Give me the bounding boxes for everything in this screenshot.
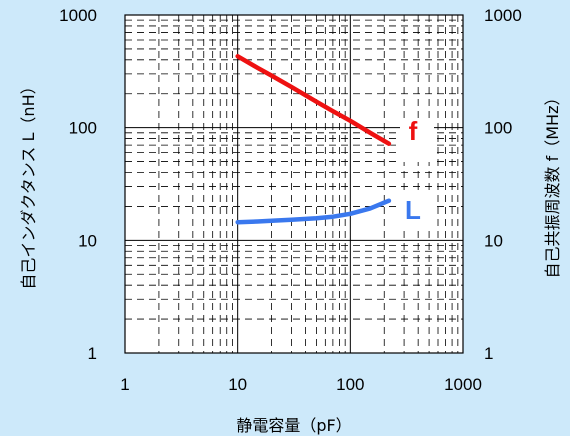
y-tick-label-left: 100 bbox=[69, 119, 97, 138]
x-tick-label: 1 bbox=[120, 375, 129, 394]
y-tick-label-right: 100 bbox=[484, 119, 512, 138]
series-line-L bbox=[235, 198, 392, 225]
y-axis-title-left: 自己インダクタンス L（nH） bbox=[19, 78, 38, 289]
series-lines: fL bbox=[235, 54, 434, 227]
series-label-f: f bbox=[409, 116, 418, 146]
y-tick-label-left: 1 bbox=[88, 344, 97, 363]
x-axis-title: 静電容量（pF） bbox=[236, 416, 351, 435]
y-tick-label-right: 10 bbox=[484, 231, 503, 250]
y-tick-label-right: 1 bbox=[484, 344, 493, 363]
y-tick-label-left: 1000 bbox=[59, 6, 97, 25]
y-axis-title-right: 自己共振周波数 f（MHz） bbox=[543, 90, 562, 279]
plot-frame bbox=[124, 14, 464, 354]
y-tick-label-left: 10 bbox=[78, 231, 97, 250]
series-line-f bbox=[235, 54, 392, 146]
y-tick-label-right: 1000 bbox=[484, 6, 522, 25]
x-tick-label: 1000 bbox=[444, 375, 482, 394]
series-label-bg-L bbox=[400, 193, 434, 227]
x-tick-label: 10 bbox=[228, 375, 247, 394]
x-tick-label: 100 bbox=[336, 375, 364, 394]
series-label-L: L bbox=[405, 195, 421, 225]
plot-background bbox=[125, 15, 463, 353]
series-label-bg-f bbox=[400, 118, 434, 162]
